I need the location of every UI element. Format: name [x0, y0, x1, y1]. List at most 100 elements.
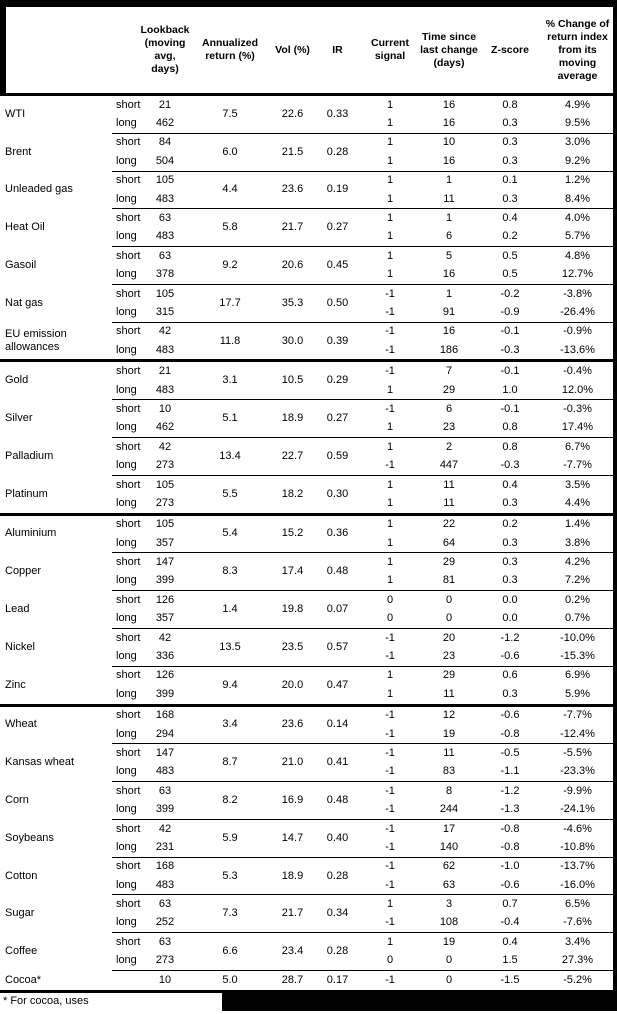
horizon-label: long [116, 727, 137, 740]
vol-value: 22.7 [281, 449, 304, 462]
signal-value: 0 [386, 612, 394, 625]
lookback-value: 42 [158, 822, 172, 835]
time-since-value: 11 [443, 746, 455, 759]
ir-value: 0.27 [326, 412, 349, 425]
pct-change-value: 4.2% [564, 556, 591, 569]
commodity-group: Coffee short 63 1 19 0.4 3.4% long 273 0 0 1.5 27.3%… [0, 932, 613, 970]
horizon-label: long [116, 230, 137, 243]
commodity-group: Aluminium short 105 1 22 0.2 1.4% long 357 1 64 0.3… [0, 512, 613, 553]
z-score-value: -1.5 [500, 973, 520, 986]
z-score-value: 0.8 [502, 421, 518, 434]
horizon-label: short [116, 784, 141, 797]
annualized-return-value: 13.4 [219, 449, 241, 462]
commodity-name: Gold [5, 374, 29, 387]
lookback-value: 399 [155, 574, 175, 587]
signal-value: 1 [386, 154, 394, 167]
z-score-value: 1.5 [502, 954, 518, 967]
commodity-name: Cotton [5, 869, 38, 882]
signal-value: 1 [386, 496, 394, 509]
vol-value: 21.0 [281, 756, 304, 769]
commodity-name: Nickel [5, 640, 35, 653]
commodity-name: Heat Oil [5, 221, 45, 234]
horizon-label: short [116, 935, 141, 948]
lookback-value: 294 [155, 727, 175, 740]
horizon-label [112, 971, 140, 990]
lookback-value: 63 [158, 249, 172, 262]
annualized-return-value: 8.2 [222, 793, 238, 806]
pct-change-value: -7.6% [563, 916, 592, 929]
pct-change-value: -13.7% [560, 860, 595, 873]
z-score-value: 0.3 [502, 687, 518, 700]
commodity-group: Copper short 147 1 29 0.3 4.2% long 399 1 81 0.3 7.2… [0, 552, 613, 590]
pct-change-value: 3.8% [564, 536, 591, 549]
time-since-value: 64 [442, 536, 456, 549]
time-since-value: 244 [439, 803, 459, 816]
horizon-label: long [116, 536, 137, 549]
vol-value: 18.9 [281, 869, 304, 882]
top-border-bar [0, 0, 613, 7]
horizon-label: short [116, 669, 141, 682]
annualized-return-value: 5.0 [222, 973, 238, 986]
signal-value: 1 [386, 556, 394, 569]
time-since-value: 23 [442, 421, 456, 434]
table-body: WTI short 21 1 16 0.8 4.9% long 462 1 16 0.3 9.5% 7.5… [0, 96, 613, 990]
time-since-value: 11 [443, 478, 455, 491]
lookback-value: 42 [158, 325, 172, 338]
ir-value: 0.28 [326, 145, 349, 158]
table-footer: * For cocoa, uses [0, 989, 613, 1011]
z-score-value: -0.1 [500, 402, 520, 415]
z-score-value: 0.3 [502, 117, 518, 130]
ir-value: 0.17 [326, 973, 349, 986]
horizon-label: short [116, 325, 141, 338]
signal-value: 1 [386, 478, 394, 491]
z-score-value: 1.0 [502, 383, 518, 396]
pct-change-value: -5.2% [563, 973, 592, 986]
vol-value: 23.4 [281, 945, 304, 958]
time-since-value: 5 [445, 249, 453, 262]
time-since-value: 2 [445, 440, 453, 453]
time-since-value: 447 [439, 459, 459, 472]
commodity-name: Unleaded gas [5, 183, 73, 196]
time-since-value: 186 [439, 343, 459, 356]
z-score-value: -1.1 [500, 765, 520, 778]
time-since-value: 23 [442, 650, 456, 663]
annualized-return-value: 13.5 [219, 640, 241, 653]
horizon-label: short [116, 631, 141, 644]
footnote-text: * For cocoa, uses [3, 994, 89, 1007]
lookback-value: 10 [158, 973, 172, 986]
lookback-value: 21 [158, 365, 172, 378]
horizon-label: short [116, 365, 141, 378]
ir-value: 0.33 [326, 107, 349, 120]
col-header: IR [332, 43, 343, 56]
z-score-value: -0.5 [500, 746, 520, 759]
time-since-value: 7 [445, 365, 453, 378]
z-score-value: -0.3 [500, 459, 520, 472]
signal-value: -1 [385, 765, 395, 778]
commodity-name: Kansas wheat [5, 756, 75, 769]
vol-value: 20.6 [281, 259, 304, 272]
lookback-value: 252 [155, 916, 175, 929]
time-since-value: 16 [442, 154, 456, 167]
commodity-group: Wheat short 168 -1 12 -0.6 -7.7% long 294 -1 19 -0.… [0, 703, 613, 744]
lookback-value: 63 [158, 935, 172, 948]
ir-value: 0.48 [326, 793, 349, 806]
ir-value: 0.36 [326, 527, 349, 540]
vol-value: 30.0 [281, 334, 304, 347]
vol-value: 22.6 [281, 107, 304, 120]
lookback-value: 273 [155, 459, 175, 472]
signal-value: -1 [385, 365, 395, 378]
signal-value: 1 [386, 117, 394, 130]
signal-value: 1 [386, 574, 394, 587]
vol-value: 17.4 [281, 565, 304, 578]
time-since-value: 11 [443, 687, 455, 700]
signal-value: 1 [386, 98, 394, 111]
time-since-value: 12 [442, 709, 456, 722]
annualized-return-value: 7.5 [222, 107, 238, 120]
redaction-bar [222, 992, 613, 1011]
signal-value: -1 [385, 784, 395, 797]
signal-value: -1 [385, 727, 395, 740]
vol-value: 20.0 [281, 678, 304, 691]
z-score-value: 0.0 [502, 612, 518, 625]
lookback-value: 231 [155, 840, 175, 853]
lookback-value: 42 [158, 631, 172, 644]
